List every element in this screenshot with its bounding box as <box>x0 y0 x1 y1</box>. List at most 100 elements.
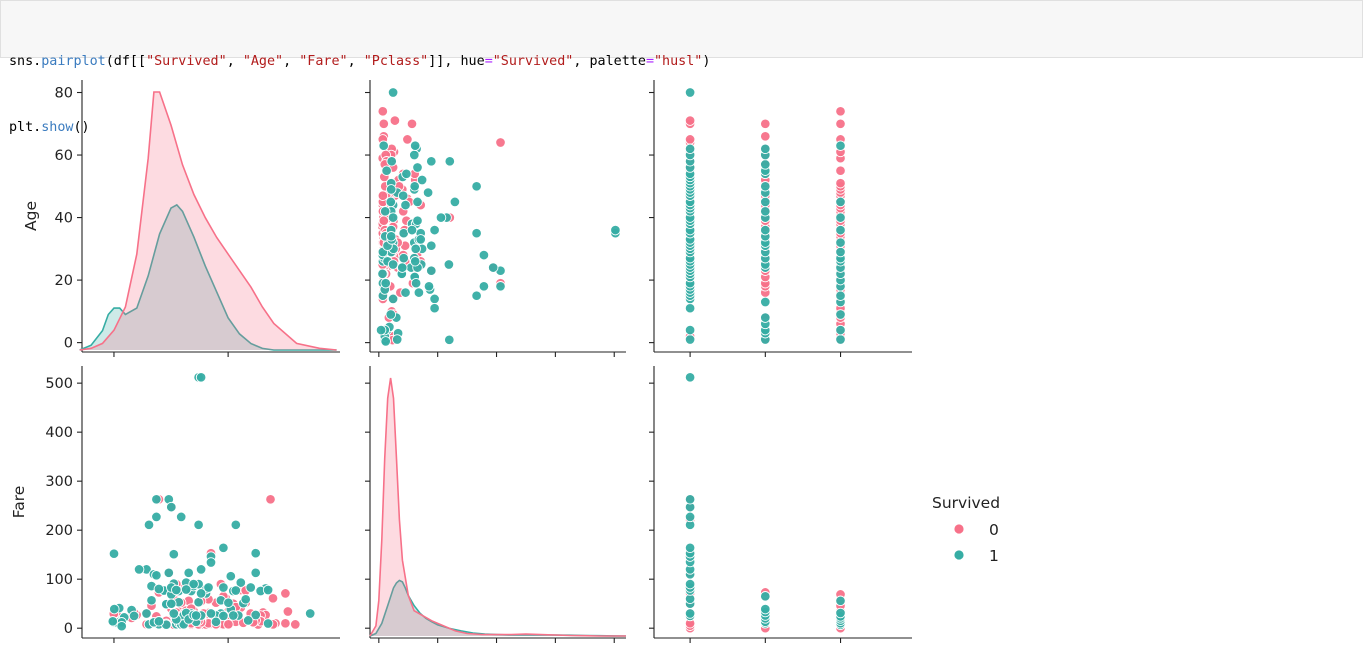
point-survived-1 <box>423 281 435 292</box>
point-survived-0 <box>495 137 506 148</box>
point-survived-1 <box>385 196 397 208</box>
point-survived-1 <box>107 616 119 627</box>
y-tick-label: 20 <box>55 273 73 289</box>
point-survived-1 <box>426 265 437 276</box>
kde-age-fill-1 <box>79 204 337 350</box>
point-survived-1 <box>684 372 696 383</box>
point-survived-1 <box>429 224 440 236</box>
point-survived-1 <box>684 578 696 590</box>
kde-fare-line-0 <box>369 377 626 637</box>
point-survived-0 <box>267 593 279 604</box>
point-survived-0 <box>282 606 294 617</box>
point-survived-1 <box>240 594 251 605</box>
point-survived-1 <box>443 259 455 270</box>
point-survived-1 <box>409 181 420 192</box>
point-survived-1 <box>304 608 316 619</box>
point-survived-1 <box>471 181 482 192</box>
code-line-1: sns.pairplot(df[["Survived", "Age", "Far… <box>9 51 1362 73</box>
point-survived-1 <box>387 259 399 270</box>
point-survived-1 <box>684 87 696 98</box>
point-survived-0 <box>760 131 771 142</box>
point-survived-1 <box>412 215 423 226</box>
point-survived-1 <box>210 616 222 628</box>
point-survived-1 <box>835 324 846 336</box>
code-token: "Survived" <box>146 54 227 69</box>
point-survived-1 <box>684 511 696 523</box>
point-survived-0 <box>378 118 390 130</box>
point-survived-1 <box>193 596 204 608</box>
code-token: , <box>347 54 364 69</box>
point-survived-1 <box>835 246 846 258</box>
point-survived-1 <box>262 584 274 596</box>
point-survived-1 <box>163 567 175 579</box>
y-tick-label: 60 <box>55 148 73 164</box>
code-token: (df[[ <box>105 54 147 69</box>
point-survived-1 <box>487 262 499 273</box>
point-survived-1 <box>387 293 399 305</box>
point-survived-1 <box>218 582 229 593</box>
point-survived-1 <box>151 494 162 505</box>
point-survived-1 <box>168 548 180 560</box>
point-survived-1 <box>684 143 696 155</box>
point-survived-1 <box>449 196 461 208</box>
point-survived-0 <box>377 106 389 117</box>
kde-fare-fill-1 <box>370 580 626 636</box>
code-token: ) <box>702 54 711 69</box>
point-survived-1 <box>406 224 418 236</box>
point-survived-1 <box>409 256 421 267</box>
legend-marker-0 <box>953 523 965 535</box>
point-survived-0 <box>684 134 696 145</box>
point-survived-1 <box>760 296 771 308</box>
point-survived-1 <box>133 564 145 575</box>
point-survived-1 <box>151 511 162 523</box>
point-survived-1 <box>435 212 447 223</box>
point-survived-1 <box>242 615 254 626</box>
point-survived-1 <box>108 548 120 559</box>
point-survived-1 <box>426 156 437 167</box>
point-survived-1 <box>760 591 771 602</box>
point-survived-1 <box>835 140 846 151</box>
point-survived-0 <box>684 115 696 126</box>
code-token: "Age" <box>242 54 284 69</box>
point-survived-1 <box>760 196 771 208</box>
point-survived-1 <box>203 582 214 593</box>
code-token: = <box>645 54 654 69</box>
point-survived-1 <box>188 578 199 590</box>
point-survived-1 <box>413 287 425 298</box>
point-survived-1 <box>412 162 423 173</box>
point-survived-1 <box>835 595 846 607</box>
point-survived-1 <box>409 140 421 151</box>
point-survived-1 <box>143 519 155 531</box>
point-survived-1 <box>412 196 423 208</box>
code-cell[interactable]: sns.pairplot(df[["Survived", "Age", "Far… <box>0 0 1363 135</box>
point-survived-1 <box>128 610 140 622</box>
point-survived-1 <box>205 608 217 619</box>
point-survived-1 <box>478 249 490 261</box>
point-survived-1 <box>410 277 422 289</box>
point-survived-1 <box>190 610 202 621</box>
point-survived-1 <box>146 595 157 606</box>
point-survived-1 <box>409 149 420 161</box>
point-survived-0 <box>265 494 276 505</box>
point-survived-0 <box>835 165 846 176</box>
legend-label-0: 0 <box>989 521 999 539</box>
point-survived-1 <box>684 324 696 336</box>
point-survived-1 <box>835 196 846 208</box>
point-survived-0 <box>290 619 301 630</box>
code-token: show <box>41 120 74 135</box>
point-survived-1 <box>262 618 274 629</box>
point-survived-1 <box>168 608 180 619</box>
legend-label-1: 1 <box>989 547 999 565</box>
point-survived-1 <box>250 547 261 559</box>
y-tick-label: 100 <box>45 572 73 588</box>
point-survived-1 <box>760 181 771 192</box>
point-survived-1 <box>109 603 120 615</box>
point-survived-1 <box>684 542 696 554</box>
point-survived-1 <box>835 334 846 345</box>
point-survived-1 <box>377 268 388 280</box>
point-survived-1 <box>378 140 389 151</box>
point-survived-1 <box>385 309 397 320</box>
code-token: "husl" <box>654 54 703 69</box>
point-survived-1 <box>426 240 437 251</box>
point-survived-1 <box>429 302 440 314</box>
